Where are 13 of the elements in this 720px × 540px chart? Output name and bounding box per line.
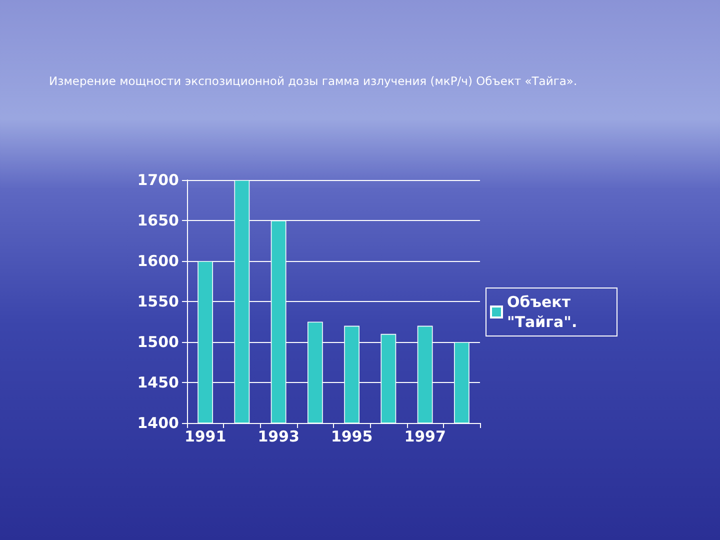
y-tick-label: 1400 [137, 414, 179, 432]
chart-title: Измерение мощности экспозиционной дозы гамма излучения (мкР/ч) Объект «Тайга». [49, 74, 578, 88]
y-tick-label: 1450 [137, 374, 179, 392]
x-tick-label: 1991 [184, 428, 226, 446]
x-tick-label: 1995 [330, 428, 373, 446]
y-tick-label: 1600 [137, 252, 179, 270]
y-tick-label: 1500 [137, 333, 179, 351]
y-tick-label: 1550 [137, 292, 179, 310]
y-tick-label: 1650 [137, 212, 179, 230]
x-tick-label: 1993 [258, 428, 300, 446]
y-tick-label: 1700 [137, 171, 179, 189]
legend-label: Объект "Тайга". [507, 293, 578, 331]
x-tick-label: 1997 [404, 428, 446, 446]
